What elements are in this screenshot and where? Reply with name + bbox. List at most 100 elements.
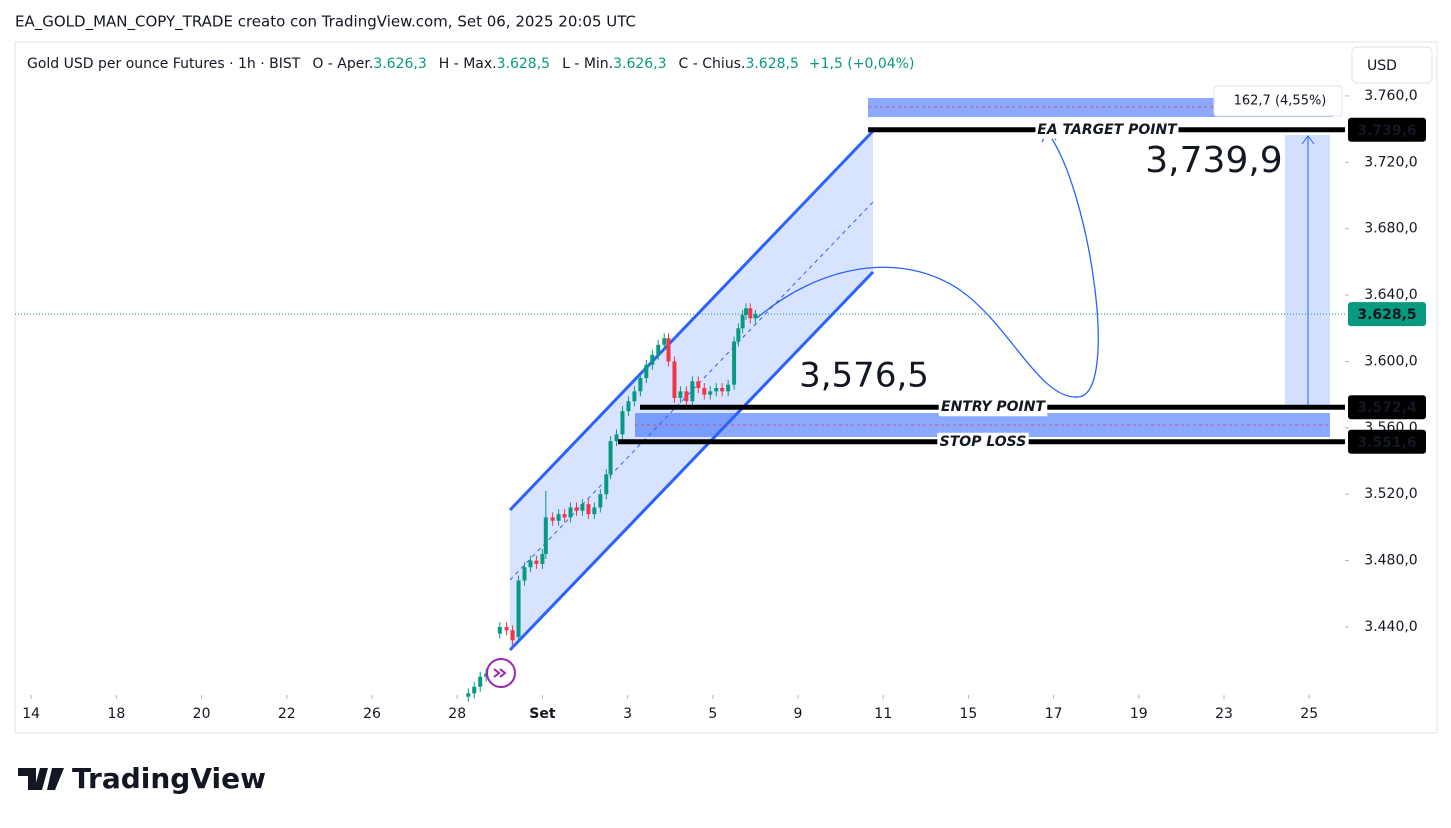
x-tick-label: 23: [1215, 706, 1233, 722]
candle-body: [556, 514, 561, 521]
candle-body: [568, 507, 573, 518]
candle-body: [672, 361, 677, 398]
y-tick-label: 3.720,0: [1364, 154, 1417, 170]
currency-button[interactable]: [1351, 46, 1433, 84]
x-tick-label: 17: [1045, 706, 1063, 722]
y-tick-label: 3.640,0: [1364, 287, 1417, 303]
measure-label: 162,7 (4,55%): [1234, 94, 1327, 109]
level-price: 3.572,4: [1357, 400, 1417, 416]
event-icon: [493, 668, 507, 678]
y-tick-label: 3.440,0: [1364, 619, 1417, 635]
field-name: H - Max.: [439, 56, 497, 72]
candle-body: [740, 314, 745, 329]
candle-body: [662, 338, 667, 345]
candle-body: [690, 381, 695, 402]
change: +1,5 (+0,04%): [809, 56, 915, 72]
logo-icon: [18, 768, 64, 790]
y-tick-label: 3.600,0: [1364, 353, 1417, 369]
annotation: 3,576,5: [799, 356, 929, 396]
candle-body: [472, 686, 477, 694]
field-value: 3.626,3: [373, 56, 426, 72]
candle-body: [714, 387, 719, 392]
channel-bottom: [508, 270, 875, 652]
field-value: 3.628,5: [497, 56, 550, 72]
x-tick-label: 20: [193, 706, 211, 722]
logo: TradingView: [18, 762, 266, 795]
x-tick-label: 26: [363, 706, 381, 722]
brand: TradingView: [72, 762, 266, 795]
y-tick-label: 3.480,0: [1364, 553, 1417, 569]
annotation: 3,739,9: [1145, 140, 1282, 181]
field-name: L - Min.: [562, 56, 613, 72]
x-tick-label: 11: [874, 706, 892, 722]
x-tick-label: 5: [708, 706, 717, 722]
symbol: Gold USD per ounce Futures · 1h · BIST: [27, 56, 301, 72]
candle-body: [550, 517, 555, 521]
currency[interactable]: USD: [1367, 58, 1397, 74]
candle-body: [574, 507, 579, 511]
candle-body: [656, 344, 661, 355]
candle-body: [604, 474, 609, 495]
level-price: 3.551,6: [1357, 435, 1416, 451]
legend-text: Gold USD per ounce Futures · 1h · BIST O …: [27, 56, 914, 72]
candle-body: [466, 693, 471, 697]
last-price-label: 3.628,5: [1357, 307, 1416, 323]
field-name: C - Chius.: [679, 56, 746, 72]
level-name: EA TARGET POINT: [1037, 122, 1178, 138]
x-tick-label: 15: [959, 706, 977, 722]
candle-body: [736, 328, 741, 342]
candle-body: [534, 560, 539, 564]
candle-body: [626, 401, 631, 412]
candle-body: [592, 507, 597, 515]
measure-arrow-head: [1301, 135, 1315, 145]
level-name: STOP LOSS: [940, 434, 1027, 450]
candle-body: [650, 354, 655, 365]
x-tick-label: 22: [278, 706, 296, 722]
x-tick-label: 18: [107, 706, 125, 722]
x-tick-label: 14: [22, 706, 40, 722]
candle-body: [516, 580, 521, 637]
event-marker: [486, 658, 516, 688]
candle-body: [620, 411, 625, 435]
candle-body: [562, 514, 567, 518]
level-price-bg: [1348, 395, 1426, 420]
candle-body: [586, 504, 591, 515]
header-title: EA_GOLD_MAN_COPY_TRADE creato con Tradin…: [15, 13, 636, 32]
candle-body: [543, 517, 548, 554]
level-price-bg: [1348, 117, 1426, 142]
candle-body: [540, 553, 545, 564]
x-tick-label: 9: [794, 706, 803, 722]
candle-body: [478, 676, 483, 687]
candle-body: [702, 387, 707, 395]
candle-body: [638, 378, 643, 392]
y-tick-label: 3.520,0: [1364, 486, 1417, 502]
legend: Gold USD per ounce Futures · 1h · BIST O …: [27, 56, 914, 72]
field-value: 3.628,5: [745, 56, 798, 72]
projection-curve: [756, 132, 1099, 398]
x-tick-label: 3: [623, 706, 632, 722]
candle-body: [510, 630, 515, 641]
measure-label-bg: [1213, 85, 1343, 117]
candle-body: [732, 341, 737, 385]
candle-body: [528, 560, 533, 568]
candle-body: [608, 441, 613, 475]
field-value: 3.626,3: [613, 56, 666, 72]
field-name: O - Aper.: [312, 56, 373, 72]
candle-body: [726, 384, 731, 392]
candle-body: [748, 308, 753, 319]
candle-body: [580, 504, 585, 511]
level-price: 3.739,6: [1357, 123, 1416, 139]
candle-body: [720, 387, 725, 392]
candle-body: [678, 391, 683, 398]
candle-body: [644, 364, 649, 379]
level-name: ENTRY POINT: [941, 399, 1046, 415]
level-price-bg: [1348, 429, 1426, 454]
x-tick-label: 28: [448, 706, 466, 722]
level-name-bg: [938, 398, 1048, 417]
y-tick-label: 3.680,0: [1364, 221, 1417, 237]
x-tick-label: 25: [1300, 706, 1318, 722]
level-name-bg: [937, 432, 1029, 451]
x-tick-label: Set: [529, 706, 556, 722]
